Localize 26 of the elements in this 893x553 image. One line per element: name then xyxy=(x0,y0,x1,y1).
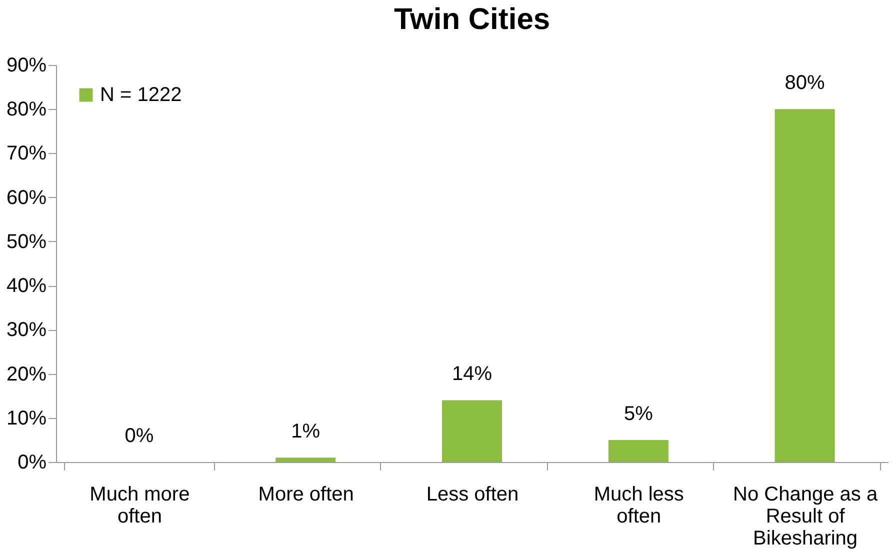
y-tick-label: 10% xyxy=(6,407,47,430)
chart-title: Twin Cities xyxy=(394,3,550,36)
y-tick-label: 30% xyxy=(6,319,47,342)
y-tick-label: 50% xyxy=(6,230,47,253)
data-label: 5% xyxy=(624,402,654,425)
data-label: 1% xyxy=(291,420,320,443)
bar xyxy=(774,109,835,462)
y-tick-label: 0% xyxy=(18,452,47,474)
y-tick-label: 80% xyxy=(6,98,47,121)
x-tick-label: Much more often xyxy=(90,484,190,528)
data-label: 0% xyxy=(124,425,154,447)
data-label: 80% xyxy=(784,72,826,94)
bar xyxy=(608,440,668,462)
data-label: 14% xyxy=(452,363,492,386)
x-tick-label: More often xyxy=(258,484,354,506)
y-tick-label: 70% xyxy=(6,142,47,165)
y-tick-label: 60% xyxy=(6,186,47,209)
x-tick-label: No Change as a Result of Bikesharing xyxy=(733,484,878,550)
bar xyxy=(442,400,502,462)
y-tick-label: 20% xyxy=(6,363,47,386)
y-tick-label: 40% xyxy=(6,275,47,298)
legend-label: N = 1222 xyxy=(100,84,182,106)
x-tick-label: Much less often xyxy=(594,484,684,528)
bar xyxy=(276,458,336,462)
y-tick-label: 90% xyxy=(6,54,47,76)
x-tick-label: Less often xyxy=(426,484,519,506)
